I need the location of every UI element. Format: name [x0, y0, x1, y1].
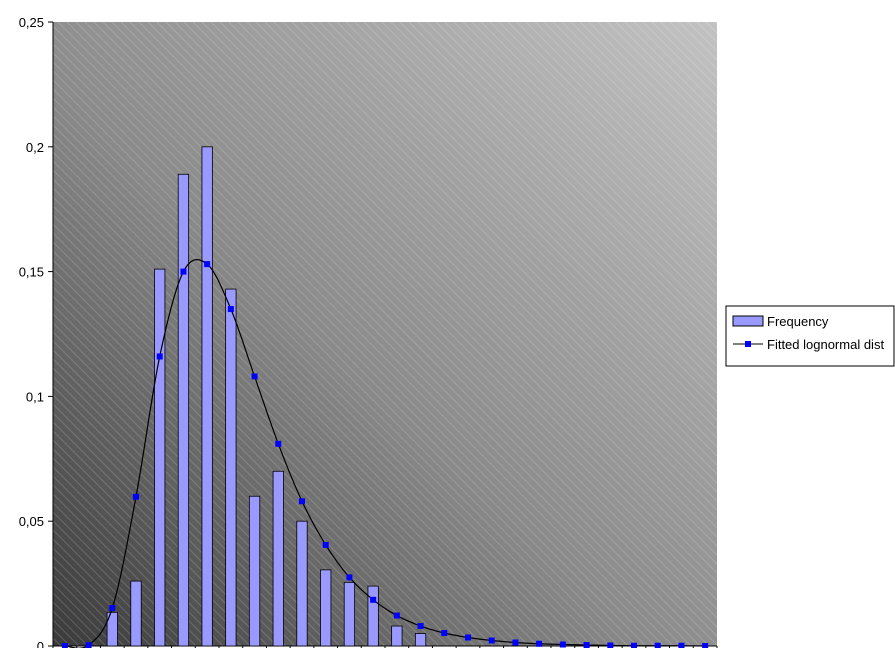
fitted-line-series — [61, 259, 709, 648]
frequency-bar — [367, 585, 379, 647]
fitted-point-marker — [702, 643, 709, 648]
frequency-bar — [248, 495, 261, 647]
fitted-point-marker — [370, 596, 377, 603]
frequency-bar — [343, 581, 356, 647]
legend-fitted-marker-icon — [745, 341, 751, 347]
y-tick-label: 0,2 — [26, 140, 44, 155]
y-tick-label: 0,15 — [19, 265, 44, 280]
fitted-point-marker — [536, 640, 543, 647]
plot-area — [53, 22, 717, 646]
fitted-point-marker — [156, 353, 163, 360]
legend: Frequency Fitted lognormal dist — [725, 305, 895, 367]
frequency-bar — [154, 268, 166, 647]
legend-fitted-label: Fitted lognormal dist — [767, 337, 884, 352]
y-tick-label: 0,25 — [19, 15, 44, 30]
fitted-point-marker — [180, 268, 187, 275]
frequency-bar — [414, 633, 427, 647]
fitted-point-marker — [441, 630, 448, 637]
fitted-point-marker — [109, 605, 116, 612]
fitted-point-marker — [61, 643, 68, 648]
fitted-point-marker — [417, 623, 424, 630]
y-tick-label: 0,05 — [19, 514, 44, 529]
fitted-point-marker — [322, 541, 329, 548]
fitted-point-marker — [346, 574, 353, 581]
fitted-point-marker — [465, 634, 471, 641]
fitted-point-marker — [559, 641, 566, 648]
frequency-bar — [201, 146, 213, 647]
y-tick-label: 0,1 — [26, 389, 44, 404]
fitted-point-marker — [275, 440, 282, 447]
fitted-point-marker — [133, 493, 139, 500]
y-tick-label: 0 — [37, 639, 44, 648]
legend-frequency-swatch — [732, 315, 764, 327]
fitted-point-marker — [631, 642, 637, 648]
fitted-point-marker — [607, 642, 614, 648]
fitted-point-marker — [204, 261, 211, 268]
plot-hatch — [53, 22, 717, 646]
frequency-bar — [391, 625, 403, 647]
fitted-point-marker — [299, 498, 305, 505]
frequency-bar — [225, 288, 237, 647]
fitted-point-marker — [583, 642, 590, 648]
fitted-point-marker — [393, 612, 400, 619]
frequency-bar — [272, 470, 284, 647]
frequency-bar — [296, 520, 308, 647]
frequency-bar — [320, 569, 332, 647]
fitted-point-marker — [85, 642, 92, 648]
fitted-point-marker — [512, 639, 519, 646]
fitted-point-marker — [251, 373, 258, 380]
frequency-bar — [177, 173, 190, 647]
fitted-point-marker — [488, 637, 495, 644]
fitted-point-marker — [227, 306, 234, 313]
fitted-point-marker — [678, 642, 685, 648]
frequency-bars — [106, 146, 427, 647]
fitted-point-marker — [654, 642, 661, 648]
frequency-bar — [106, 611, 118, 647]
legend-frequency-label: Frequency — [767, 314, 829, 329]
frequency-bar — [130, 580, 142, 647]
y-axis: 0 0,05 0,1 0,15 0,2 0,25 — [19, 15, 54, 648]
